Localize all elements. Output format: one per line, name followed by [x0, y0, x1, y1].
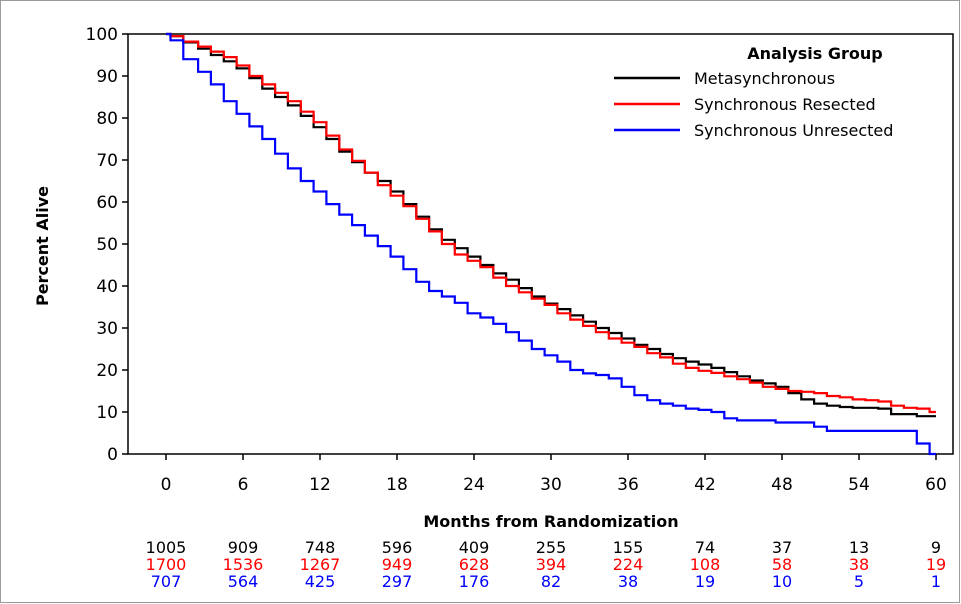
risk-count: 19 — [695, 572, 715, 591]
risk-count: 108 — [690, 555, 721, 574]
x-tick-label: 54 — [848, 475, 870, 495]
y-tick-label: 100 — [86, 25, 118, 45]
risk-count: 748 — [305, 538, 336, 557]
risk-count: 13 — [849, 538, 869, 557]
risk-count: 297 — [382, 572, 413, 591]
x-tick-label: 6 — [238, 475, 249, 495]
y-tick-label: 50 — [96, 235, 118, 255]
legend-label-1: Metasynchronous — [694, 69, 835, 88]
risk-count: 1 — [931, 572, 941, 591]
x-tick-label: 18 — [386, 475, 408, 495]
x-tick-label: 30 — [540, 475, 562, 495]
risk-count: 5 — [854, 572, 864, 591]
y-tick-label: 20 — [96, 361, 118, 381]
risk-count: 58 — [772, 555, 792, 574]
x-tick-label: 0 — [161, 475, 172, 495]
risk-count: 255 — [536, 538, 567, 557]
risk-count: 425 — [305, 572, 336, 591]
y-tick-label: 80 — [96, 109, 118, 129]
risk-count: 82 — [541, 572, 561, 591]
risk-count: 596 — [382, 538, 413, 557]
risk-count: 38 — [849, 555, 869, 574]
risk-count: 74 — [695, 538, 715, 557]
x-axis-title: Months from Randomization — [423, 512, 678, 531]
risk-count: 38 — [618, 572, 638, 591]
legend: Analysis Group Metasynchronous Synchronou… — [614, 44, 893, 140]
series-line-3 — [166, 32, 936, 456]
x-tick-label: 36 — [617, 475, 639, 495]
risk-count: 1267 — [300, 555, 341, 574]
y-tick-label: 90 — [96, 67, 118, 87]
y-tick-label: 10 — [96, 403, 118, 423]
x-tick-label: 24 — [463, 475, 485, 495]
series-line-1 — [166, 32, 936, 418]
risk-count: 224 — [613, 555, 644, 574]
risk-count: 1005 — [146, 538, 187, 557]
legend-label-2: Synchronous Resected — [694, 95, 876, 114]
y-tick-label: 30 — [96, 319, 118, 339]
number-at-risk-table: 1005 909 748 596 409 255 155 74 37 13 9 1700 1536 126… — [146, 538, 947, 591]
survival-curves — [166, 32, 936, 456]
y-tick-label: 40 — [96, 277, 118, 297]
x-tick-label: 48 — [771, 475, 793, 495]
y-tick-label: 0 — [107, 445, 118, 465]
risk-count: 909 — [228, 538, 259, 557]
risk-count: 949 — [382, 555, 413, 574]
risk-count: 707 — [151, 572, 182, 591]
risk-count: 1700 — [146, 555, 187, 574]
risk-count: 1536 — [223, 555, 264, 574]
legend-title: Analysis Group — [747, 44, 882, 63]
risk-count: 176 — [459, 572, 490, 591]
risk-count: 394 — [536, 555, 567, 574]
risk-count: 19 — [926, 555, 946, 574]
legend-label-3: Synchronous Unresected — [694, 121, 893, 140]
risk-count: 409 — [459, 538, 490, 557]
y-tick-label: 60 — [96, 193, 118, 213]
risk-count: 37 — [772, 538, 792, 557]
risk-count: 9 — [931, 538, 941, 557]
y-tick-label: 70 — [96, 151, 118, 171]
series-line-2 — [166, 32, 936, 414]
risk-count: 155 — [613, 538, 644, 557]
risk-count: 628 — [459, 555, 490, 574]
y-axis-title: Percent Alive — [33, 186, 52, 306]
x-tick-label: 60 — [925, 475, 947, 495]
risk-count: 564 — [228, 572, 259, 591]
axes: 0 10 20 30 40 50 60 70 80 90 100 0 6 12 18 24 30 36 42 48 54… — [86, 25, 954, 495]
x-tick-label: 12 — [309, 475, 331, 495]
x-tick-label: 42 — [694, 475, 716, 495]
risk-count: 10 — [772, 572, 792, 591]
